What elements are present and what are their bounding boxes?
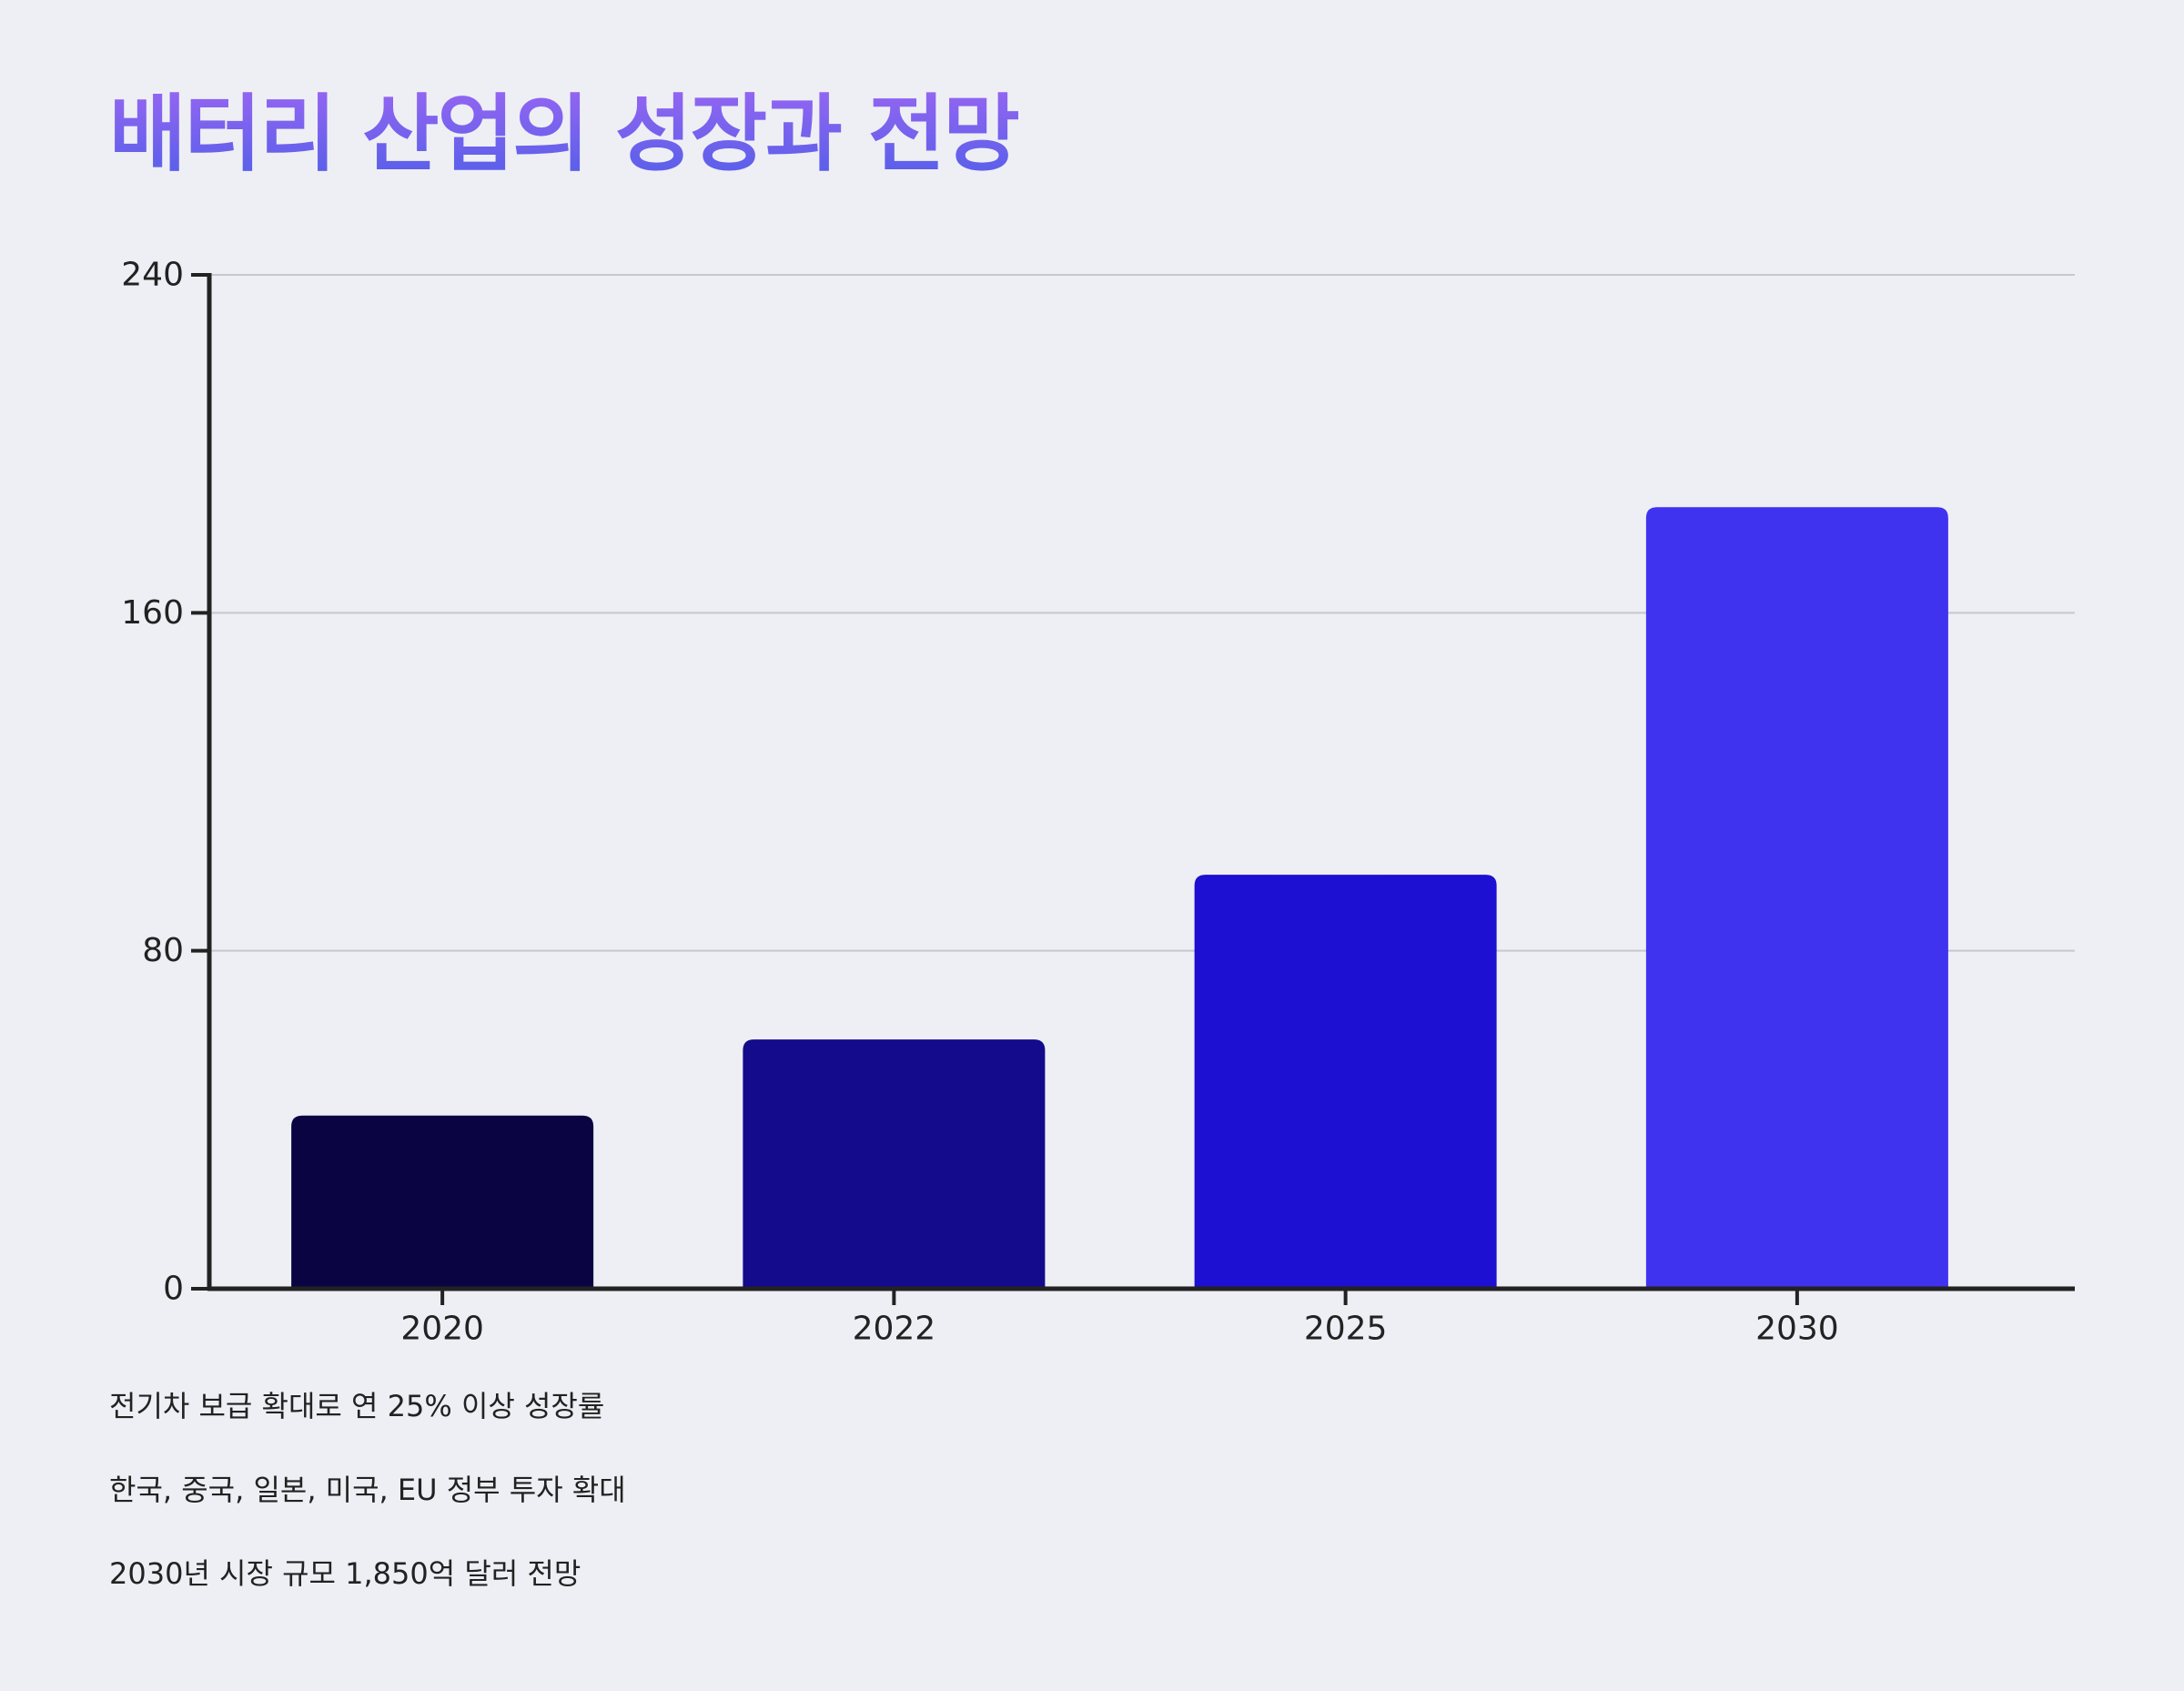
bar-2030 xyxy=(1645,507,1948,1289)
x-tick-label: 2020 xyxy=(400,1311,484,1348)
bar-2022 xyxy=(743,1039,1046,1289)
note-item: 한국, 중국, 일본, 미국, EU 정부 투자 확대 xyxy=(109,1473,626,1507)
x-tick-label: 2030 xyxy=(1755,1311,1839,1348)
x-tick-label: 2025 xyxy=(1304,1311,1388,1348)
notes-list: 전기차 보급 확대로 연 25% 이상 성장률 한국, 중국, 일본, 미국, … xyxy=(109,1388,626,1639)
chart-title: 배터리 산업의 성장과 전망 xyxy=(109,80,1020,189)
y-tick-label: 160 xyxy=(121,594,184,632)
note-item: 2030년 시장 규모 1,850억 달러 전망 xyxy=(109,1556,581,1591)
bars xyxy=(291,507,1948,1289)
y-tick-label: 80 xyxy=(142,932,184,969)
tick-labels: 0 80 160 240 2020 2022 2025 2030 xyxy=(121,257,1838,1348)
bar-chart: 0 80 160 240 2020 2022 2025 2030 xyxy=(121,257,2075,1348)
x-tick-label: 2022 xyxy=(853,1311,936,1348)
axes xyxy=(191,273,2075,1305)
bar-2025 xyxy=(1194,875,1497,1289)
y-tick-label: 240 xyxy=(121,257,184,294)
bar-2020 xyxy=(291,1115,594,1289)
y-tick-label: 0 xyxy=(163,1271,184,1308)
note-item: 전기차 보급 확대로 연 25% 이상 성장률 xyxy=(109,1389,605,1423)
